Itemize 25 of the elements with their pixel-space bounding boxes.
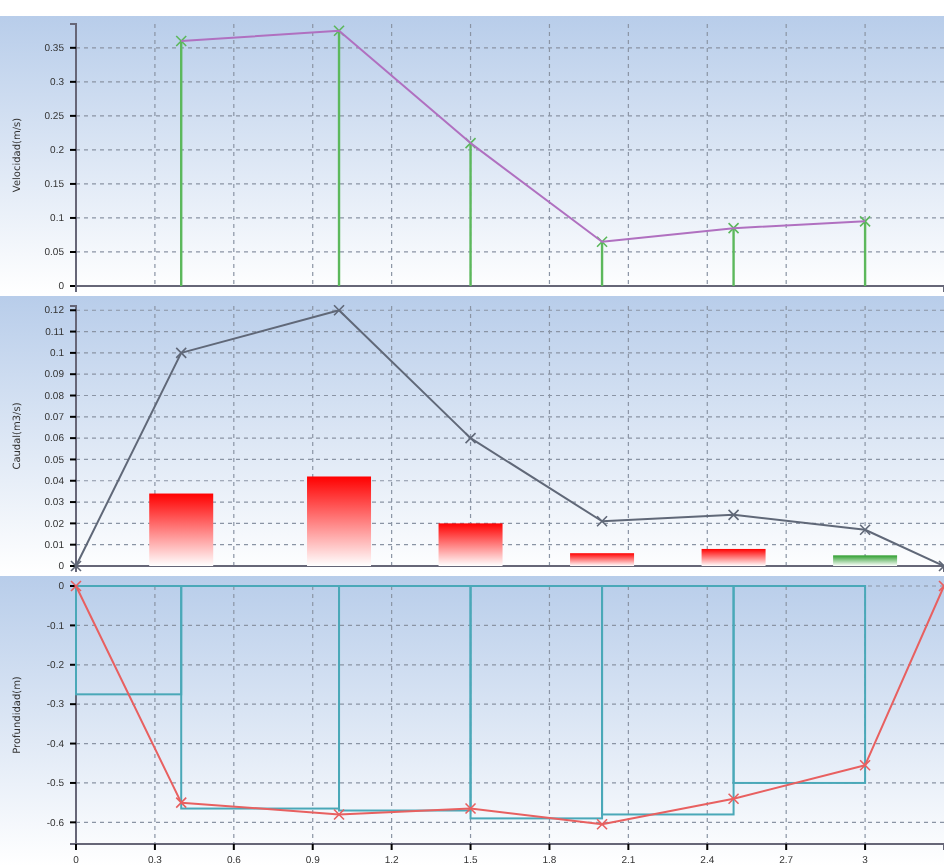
bar	[438, 523, 503, 566]
point	[596, 235, 608, 248]
point	[727, 792, 740, 805]
point	[596, 818, 608, 831]
point	[859, 215, 871, 228]
point	[727, 222, 740, 234]
bar	[833, 555, 898, 566]
point	[333, 304, 345, 317]
point	[596, 515, 608, 528]
bar	[307, 476, 372, 566]
point	[859, 523, 871, 536]
bar	[701, 548, 766, 566]
point	[464, 802, 477, 815]
bar	[570, 553, 635, 566]
point	[175, 35, 188, 47]
point	[333, 808, 345, 821]
point	[70, 560, 82, 572]
point	[175, 347, 188, 359]
point	[859, 759, 871, 772]
point	[175, 796, 188, 809]
point	[727, 509, 740, 521]
point	[464, 432, 477, 444]
bar	[149, 493, 214, 566]
line-series	[180, 29, 867, 243]
point	[70, 580, 82, 592]
